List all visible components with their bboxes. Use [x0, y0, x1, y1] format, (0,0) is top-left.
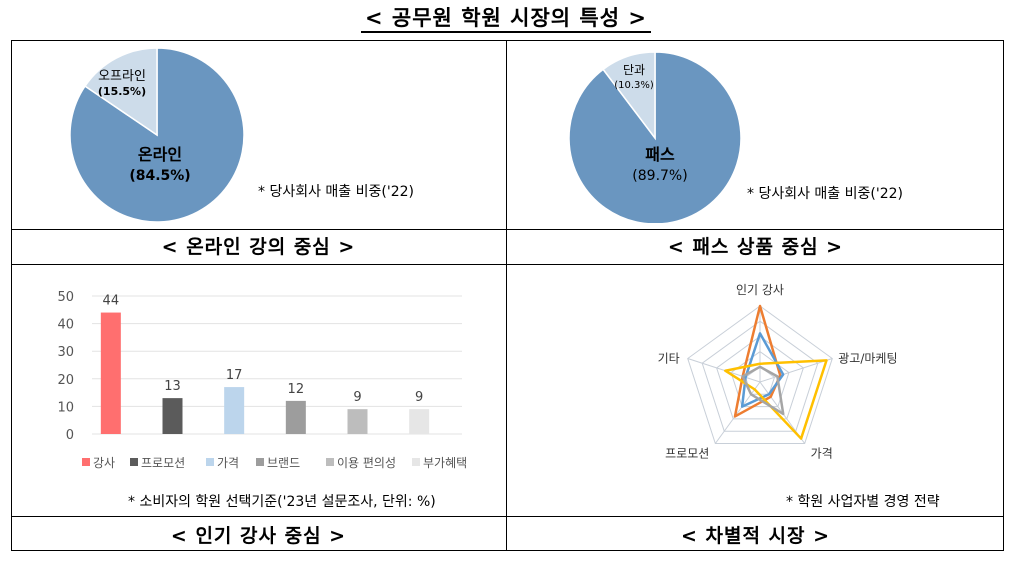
grid-divider-middle	[11, 264, 1004, 265]
bar-ytick-20: 20	[57, 373, 74, 388]
radar-spoke-프로모션	[714, 381, 761, 444]
bar-ytick-10: 10	[57, 400, 74, 415]
pie2-slice-단과	[602, 51, 656, 141]
bar-이용 편의성	[347, 409, 368, 434]
pie1-label-온라인: 온라인	[138, 145, 182, 164]
legend-label-브랜드: 브랜드	[267, 456, 300, 470]
bar-ytick-0: 0	[66, 428, 74, 443]
bar-부가혜택	[409, 409, 430, 434]
bar-value-강사: 44	[103, 294, 120, 309]
bottom-left-caption: < 인기 강사 중심 >	[170, 525, 347, 547]
bottom-right-note: * 학원 사업자별 경영 전략	[786, 494, 940, 510]
bar-가격	[224, 387, 245, 434]
bar-ytick-30: 30	[57, 345, 74, 360]
pie2-value-패스: (89.7%)	[632, 168, 687, 184]
legend-label-프로모션: 프로모션	[141, 456, 185, 470]
pass-single-pie-chart: 패스 (89.7%) 단과 (10.3%)	[568, 51, 742, 223]
legend-swatch-부가혜택	[412, 458, 420, 466]
panel-grid	[11, 40, 1004, 551]
radar-ring-4	[701, 320, 819, 432]
radar-axis-label-광고/마케팅: 광고/마케팅	[838, 352, 897, 366]
bar-ytick-50: 50	[57, 290, 74, 305]
legend-label-가격: 가격	[217, 456, 239, 470]
radar-series-3	[724, 359, 828, 440]
top-left-caption: < 온라인 강의 중심 >	[161, 236, 356, 258]
pie2-label-패스: 패스	[645, 145, 675, 164]
online-offline-pie-chart: 온라인 (84.5%) 오프라인(15.5%)	[69, 48, 245, 223]
top-right-caption: < 패스 상품 중심 >	[667, 236, 844, 258]
legend-label-부가혜택: 부가혜택	[423, 456, 467, 470]
radar-series-2	[740, 332, 785, 408]
bar-value-이용 편의성: 9	[353, 390, 361, 405]
radar-axis-label-가격: 가격	[811, 446, 833, 460]
pie1-value-온라인: (84.5%)	[129, 168, 190, 184]
legend-swatch-프로모션	[130, 458, 138, 466]
legend-label-강사: 강사	[93, 456, 115, 470]
bar-브랜드	[285, 400, 306, 434]
bar-value-부가혜택: 9	[415, 390, 423, 405]
bar-value-가격: 17	[226, 368, 243, 383]
grid-divider-bottom-caption	[11, 516, 1004, 517]
legend-swatch-이용 편의성	[326, 458, 334, 466]
legend-label-이용 편의성: 이용 편의성	[337, 456, 396, 470]
selection-criteria-bar-chart: 0 10 20 30 40 50 44 13 17 12 9 9 강사 프로모션 가격 브랜드 이용 편의성 부가…	[57, 290, 467, 470]
bar-value-브랜드: 12	[288, 382, 305, 397]
bar-ytick-40: 40	[57, 318, 74, 333]
pie1-label-오프라인: 오프라인	[98, 69, 146, 84]
radar-axis-label-기타: 기타	[658, 352, 680, 366]
bar-프로모션	[162, 398, 183, 434]
pie2-value-단과: (10.3%)	[614, 80, 654, 91]
grid-divider-top-caption	[11, 229, 1004, 230]
radar-ring-5	[687, 305, 833, 444]
pie1-slice-오프라인	[84, 48, 158, 137]
bar-value-프로모션: 13	[164, 379, 181, 394]
bottom-right-caption: < 차별적 시장 >	[680, 525, 831, 547]
legend-swatch-가격	[206, 458, 214, 466]
top-left-note: * 당사회사 매출 비중('22)	[258, 184, 414, 200]
pie2-label-단과: 단과	[623, 63, 645, 77]
radar-spoke-기타	[687, 358, 761, 383]
pie2-slice-패스	[568, 51, 742, 223]
legend-swatch-브랜드	[256, 458, 264, 466]
page-title: < 공무원 학원 시장의 특성 >	[0, 2, 1012, 33]
radar-series-4	[741, 365, 785, 416]
top-right-note: * 당사회사 매출 비중('22)	[747, 186, 903, 202]
radar-spoke-광고/마케팅	[759, 358, 833, 383]
radar-axis-label-프로모션: 프로모션	[665, 446, 709, 460]
pie1-value-오프라인: (15.5%)	[98, 85, 146, 98]
bottom-left-note: * 소비자의 학원 선택기준('23년 설문조사, 단위: %)	[128, 494, 436, 510]
grid-divider-vertical	[506, 40, 507, 551]
radar-axis-label-인기 강사: 인기 강사	[736, 283, 784, 297]
legend-swatch-강사	[82, 458, 90, 466]
bar-강사	[100, 312, 121, 434]
